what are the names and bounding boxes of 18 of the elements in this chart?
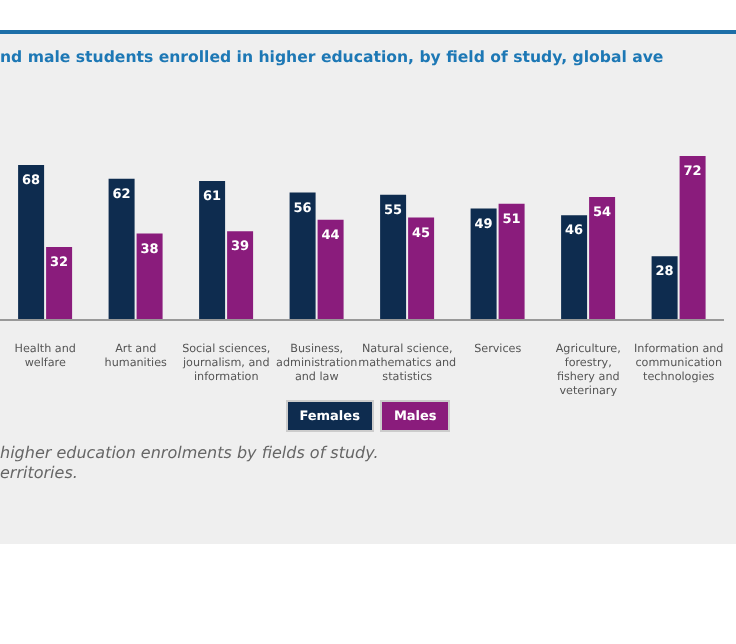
bar [199,181,226,320]
bar [651,256,678,320]
bar [498,203,525,320]
bar [46,247,73,320]
bar [679,156,706,320]
bar [18,165,45,320]
bar [470,208,497,320]
text: erritories. [0,464,80,482]
bar [136,233,163,320]
bar [289,192,316,320]
bar [227,231,254,320]
bar [108,178,135,320]
bar [408,217,435,320]
bar [589,197,616,320]
bar [317,219,344,320]
bar [561,215,588,320]
text: higher education enrolments by fields of study. [0,444,381,462]
bar [380,194,407,320]
